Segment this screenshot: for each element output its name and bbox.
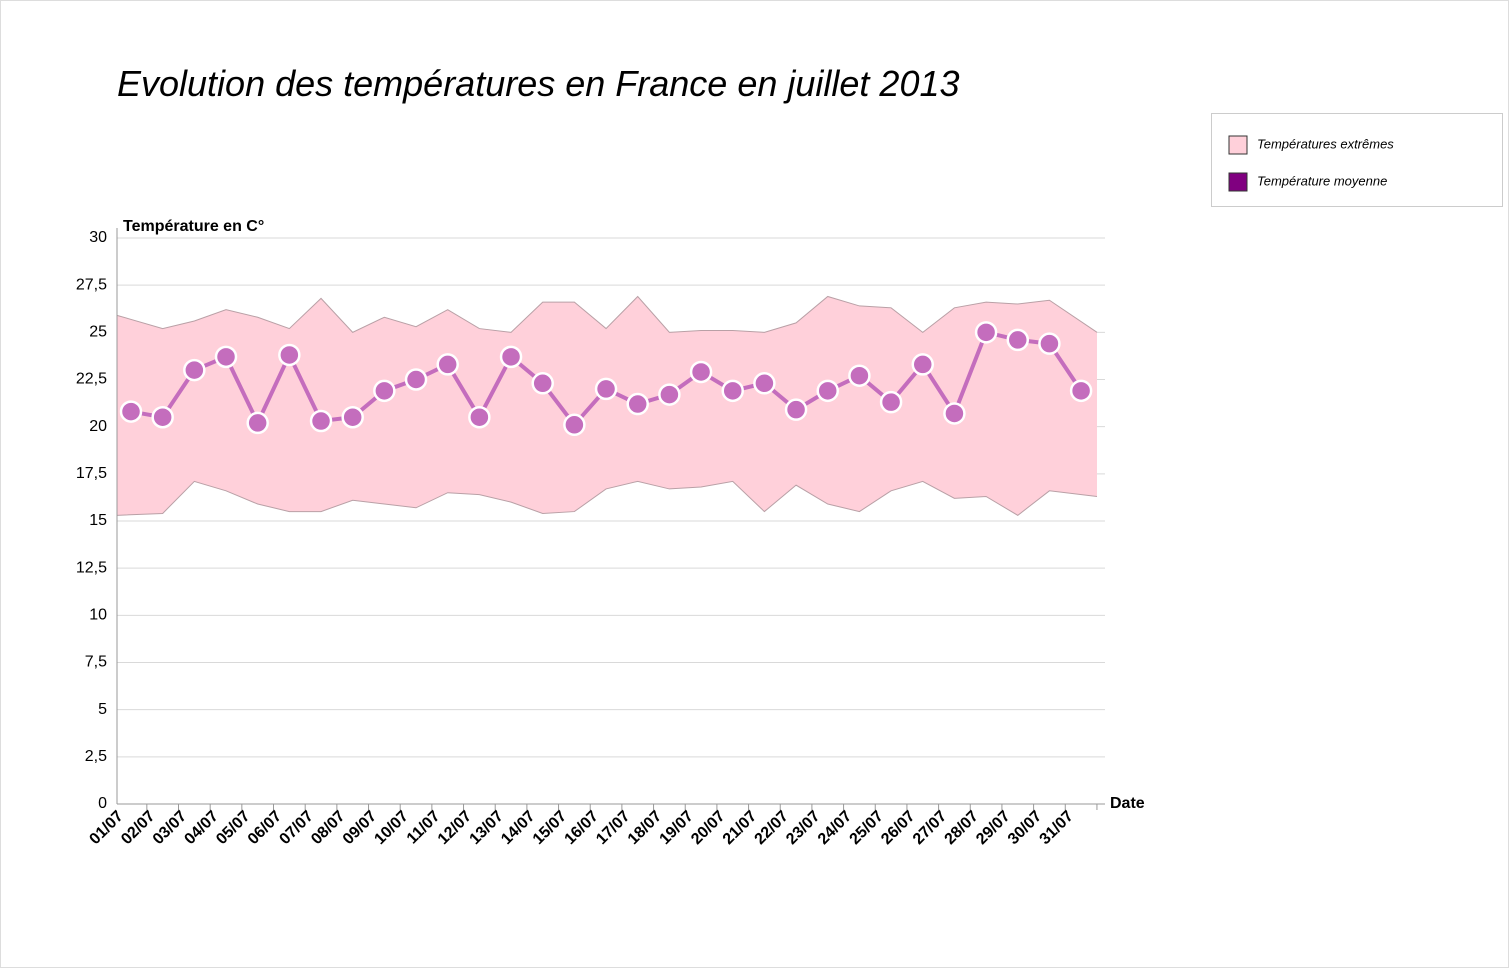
legend-swatch [1228, 135, 1248, 155]
range-area [117, 296, 1097, 516]
y-tick-label: 25 [89, 324, 107, 341]
y-tick-label: 7,5 [85, 654, 107, 671]
chart-title: Evolution des températures en France en … [117, 63, 960, 104]
range-high-edge [116, 295, 1098, 333]
y-tick-label: 20 [89, 418, 107, 435]
mean-point [373, 379, 396, 403]
y-tick-label: 5 [98, 701, 107, 718]
mean-point [943, 402, 966, 425]
mean-point [436, 353, 459, 376]
y-axis-title: Température en C° [123, 218, 264, 235]
mean-point [278, 343, 301, 367]
mean-point [246, 411, 269, 435]
mean-point [214, 345, 238, 369]
y-tick-label: 12,5 [76, 559, 107, 576]
mean-point [1006, 328, 1030, 352]
mean-point [974, 321, 998, 344]
mean-point [721, 379, 744, 403]
mean-point [784, 398, 808, 421]
legend-swatch [1228, 172, 1248, 192]
mean-point [341, 405, 364, 429]
y-tick-label: 15 [89, 512, 107, 529]
y-tick-label: 30 [89, 229, 107, 246]
legend-label: Températures extrêmes [1257, 136, 1394, 151]
y-tick-label: 17,5 [76, 465, 107, 482]
mean-point [816, 379, 839, 403]
mean-point [151, 405, 174, 429]
mean-point [531, 372, 554, 395]
mean-point [658, 383, 681, 406]
mean-point [879, 390, 903, 414]
mean-point [309, 409, 333, 433]
mean-point [1069, 379, 1093, 403]
mean-point [404, 368, 428, 391]
mean-point [183, 358, 206, 382]
range-low-edge [116, 480, 1098, 516]
mean-point [1038, 332, 1061, 355]
y-tick-label: 22,5 [76, 371, 107, 388]
mean-point [689, 360, 713, 384]
mean-point [563, 413, 586, 437]
mean-point [468, 405, 491, 429]
mean-point [911, 353, 934, 376]
mean-point [626, 392, 649, 416]
legend-box [1211, 113, 1503, 207]
legend-label: Température moyenne [1257, 173, 1387, 188]
y-tick-label: 2,5 [85, 748, 107, 765]
mean-point [753, 372, 776, 395]
y-tick-label: 10 [89, 607, 107, 624]
mean-point [499, 345, 523, 369]
mean-point [119, 400, 143, 423]
mean-point [848, 364, 871, 387]
mean-point [594, 377, 618, 401]
x-axis-title: Date [1110, 795, 1145, 812]
y-tick-label: 27,5 [76, 276, 107, 293]
y-tick-label: 0 [98, 795, 107, 812]
